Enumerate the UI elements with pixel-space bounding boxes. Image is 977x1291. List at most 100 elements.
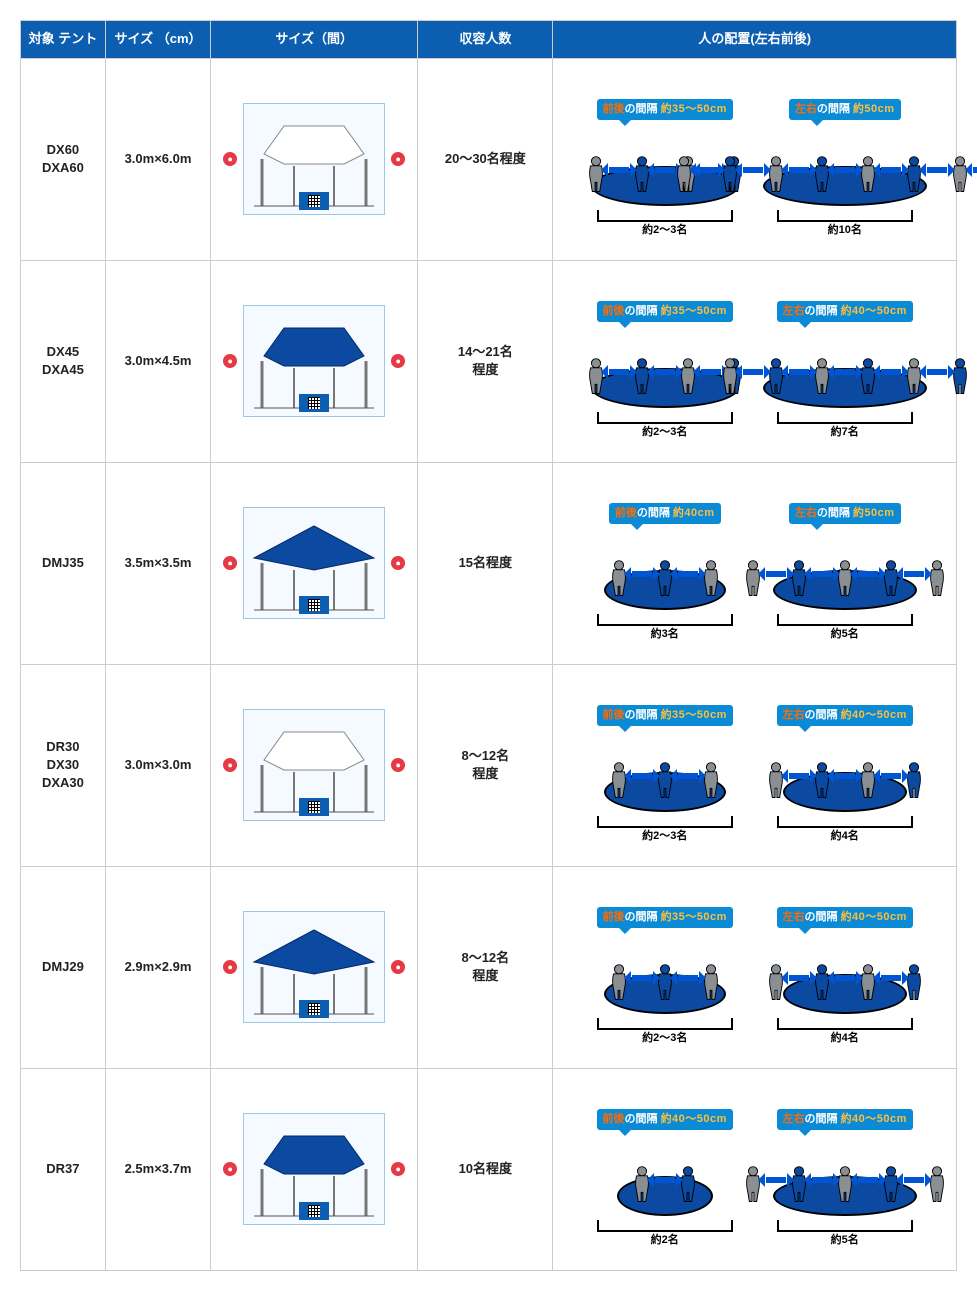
platform-icon: 約4名	[760, 736, 930, 826]
size-cell: 3.0m×6.0m	[105, 58, 210, 260]
spacing-bubble: 前後の間隔 約35～50cm	[597, 705, 733, 726]
platform-icon: 約2～3名	[580, 938, 750, 1028]
spacing-bubble: 左右の間隔 約50cm	[789, 99, 901, 120]
spacing-bubble: 前後の間隔 約35～50cm	[597, 301, 733, 322]
spacing-arrow-icon	[655, 369, 675, 375]
tent-capacity-table: 対象 テント サイズ （cm） サイズ（間） 収容人数 人の配置(左右前後) D…	[20, 20, 957, 1271]
spacing-bubble: 左右の間隔 約40～50cm	[777, 705, 913, 726]
placement-group: 前後の間隔 約40～50cm 約2名	[580, 1109, 750, 1230]
spacing-bubble: 左右の間隔 約40～50cm	[777, 1109, 913, 1130]
spacing-arrow-icon	[835, 369, 855, 375]
placement-group: 左右の間隔 約40～50cm 約5名	[760, 1109, 930, 1230]
spacing-arrow-icon	[973, 167, 977, 173]
placement-group: 左右の間隔 約40～50cm 約7名	[760, 301, 930, 422]
placement-group: 前後の間隔 約40cm 約3名	[580, 503, 750, 624]
capacity-cell: 14～21名 程度	[418, 260, 553, 462]
placement-group: 左右の間隔 約40～50cm 約4名	[760, 907, 930, 1028]
header-size: サイズ （cm）	[105, 21, 210, 59]
size-cell: 3.5m×3.5m	[105, 462, 210, 664]
spacing-arrow-icon	[678, 773, 698, 779]
tent-icon	[243, 911, 385, 1023]
spacing-arrow-icon	[701, 369, 721, 375]
qr-icon	[299, 596, 329, 614]
qr-icon	[299, 1202, 329, 1220]
table-row: DX60 DXA60 3.0m×6.0m ● ● 20～30名程度 前後の間隔 …	[21, 58, 957, 260]
spacing-arrow-icon	[881, 369, 901, 375]
tent-icon	[243, 507, 385, 619]
tent-illustration-cell: ● ●	[211, 1068, 418, 1270]
spacing-arrow-icon	[789, 975, 809, 981]
size-cell: 2.5m×3.7m	[105, 1068, 210, 1270]
dimension-marker-icon: ●	[391, 758, 405, 772]
spacing-arrow-icon	[789, 369, 809, 375]
spacing-bubble: 左右の間隔 約50cm	[789, 503, 901, 524]
placement-group: 前後の間隔 約35～50cm 約2～3名	[580, 907, 750, 1028]
spacing-arrow-icon	[789, 773, 809, 779]
bracket-label: 約5名	[760, 627, 930, 642]
header-placement: 人の配置(左右前後)	[553, 21, 957, 59]
platform-icon: 約7名	[760, 332, 930, 422]
placement-cell: 前後の間隔 約35～50cm 約2～3名 左右の間隔 約40～50cm	[553, 866, 957, 1068]
placement-group: 左右の間隔 約50cm 約10名	[760, 99, 930, 220]
tent-illustration-cell: ● ●	[211, 664, 418, 866]
spacing-arrow-icon	[789, 167, 809, 173]
header-model: 対象 テント	[21, 21, 106, 59]
spacing-bubble: 前後の間隔 約40～50cm	[597, 1109, 733, 1130]
tent-illustration-cell: ● ●	[211, 462, 418, 664]
dimension-marker-icon: ●	[391, 152, 405, 166]
tent-icon	[243, 709, 385, 821]
table-row: DR37 2.5m×3.7m ● ● 10名程度 前後の間隔 約40～50cm	[21, 1068, 957, 1270]
spacing-bubble: 前後の間隔 約40cm	[609, 503, 721, 524]
platform-icon: 約3名	[580, 534, 750, 624]
platform-icon: 約4名	[760, 938, 930, 1028]
spacing-arrow-icon	[904, 571, 924, 577]
dimension-marker-icon: ●	[391, 556, 405, 570]
spacing-arrow-icon	[655, 1177, 675, 1183]
capacity-cell: 10名程度	[418, 1068, 553, 1270]
placement-group: 左右の間隔 約40～50cm 約4名	[760, 705, 930, 826]
spacing-arrow-icon	[835, 975, 855, 981]
dimension-marker-icon: ●	[223, 758, 237, 772]
placement-group: 左右の間隔 約50cm 約5名	[760, 503, 930, 624]
platform-icon: 約2名	[580, 1140, 750, 1230]
header-capacity: 収容人数	[418, 21, 553, 59]
size-cell: 3.0m×4.5m	[105, 260, 210, 462]
model-cell: DMJ29	[21, 866, 106, 1068]
spacing-arrow-icon	[835, 773, 855, 779]
tent-icon	[243, 305, 385, 417]
spacing-arrow-icon	[927, 369, 947, 375]
bracket-label: 約4名	[760, 1031, 930, 1046]
bracket-label: 約4名	[760, 829, 930, 844]
qr-icon	[299, 192, 329, 210]
placement-cell: 前後の間隔 約35～50cm 約2～3名 左右の間隔 約40～50cm	[553, 664, 957, 866]
tent-illustration-cell: ● ●	[211, 260, 418, 462]
model-cell: DX60 DXA60	[21, 58, 106, 260]
spacing-arrow-icon	[697, 167, 717, 173]
spacing-arrow-icon	[904, 1177, 924, 1183]
table-row: DR30 DX30 DXA30 3.0m×3.0m ● ● 8～12名 程度 前…	[21, 664, 957, 866]
capacity-cell: 8～12名 程度	[418, 664, 553, 866]
spacing-arrow-icon	[632, 975, 652, 981]
spacing-arrow-icon	[655, 167, 675, 173]
platform-icon: 約10名	[760, 130, 930, 220]
spacing-arrow-icon	[881, 975, 901, 981]
bracket-label: 約2～3名	[580, 223, 750, 238]
spacing-arrow-icon	[766, 571, 786, 577]
tent-icon	[243, 103, 385, 215]
tent-icon	[243, 1113, 385, 1225]
placement-cell: 前後の間隔 約35～50cm 約2～3名 左右の間隔 約50cm	[553, 58, 957, 260]
bracket-label: 約2名	[580, 1233, 750, 1248]
spacing-arrow-icon	[927, 167, 947, 173]
bracket-label: 約2～3名	[580, 425, 750, 440]
spacing-bubble: 左右の間隔 約40～50cm	[777, 301, 913, 322]
dimension-marker-icon: ●	[391, 354, 405, 368]
dimension-marker-icon: ●	[223, 960, 237, 974]
spacing-arrow-icon	[678, 571, 698, 577]
spacing-arrow-icon	[632, 773, 652, 779]
capacity-cell: 15名程度	[418, 462, 553, 664]
placement-cell: 前後の間隔 約40cm 約3名 左右の間隔 約50cm	[553, 462, 957, 664]
dimension-marker-icon: ●	[223, 354, 237, 368]
platform-icon: 約5名	[760, 534, 930, 624]
dimension-marker-icon: ●	[391, 960, 405, 974]
capacity-cell: 8～12名 程度	[418, 866, 553, 1068]
